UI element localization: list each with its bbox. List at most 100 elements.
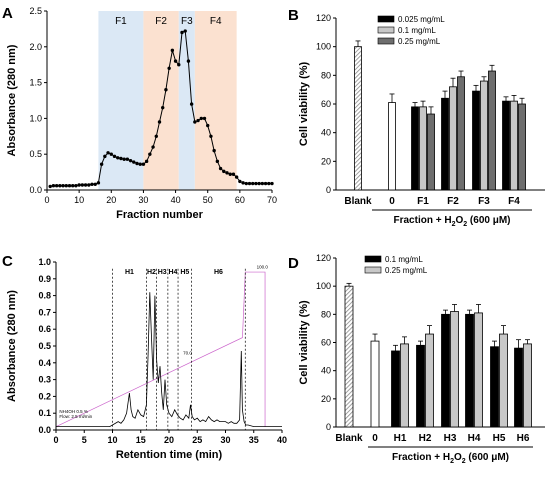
x-category-label: F1	[417, 196, 429, 207]
x-category-label: H5	[493, 433, 506, 444]
bar-f2-dark	[457, 76, 465, 191]
legend-label: 0.1 mg/mL	[398, 26, 436, 35]
y-tick-label: 0	[326, 185, 331, 195]
legend-label: 0.1 mg/mL	[385, 255, 423, 264]
y-tick-label: 1.0	[38, 257, 51, 267]
x-tick-label: 50	[203, 195, 213, 205]
absorbance-data-point	[135, 161, 139, 166]
y-tick-label: 0.0	[29, 185, 42, 195]
absorbance-data-point	[109, 152, 113, 156]
absorbance-data-point	[180, 30, 184, 35]
absorbance-data-point	[71, 184, 75, 188]
absorbance-data-point	[99, 162, 104, 166]
y-tick-label: 80	[321, 70, 331, 80]
gradient-label: 100.0	[257, 265, 269, 270]
absorbance-data-point	[116, 156, 120, 160]
absorbance-data-point	[254, 181, 258, 186]
peak-window-label: H5	[180, 269, 189, 276]
peak-window-label: H6	[214, 269, 223, 276]
absorbance-data-point	[257, 181, 261, 186]
absorbance-data-point	[80, 183, 85, 187]
absorbance-data-point	[209, 134, 213, 138]
bar-f2-light	[449, 86, 457, 191]
absorbance-data-point	[251, 181, 255, 186]
x-tick-label: 30	[220, 435, 230, 445]
absorbance-data-point	[247, 181, 252, 186]
x-axis-title-part: O	[455, 215, 463, 226]
absorbance-data-point	[103, 154, 107, 159]
x-tick-label: 40	[277, 435, 287, 445]
absorbance-data-point	[177, 62, 181, 67]
x-axis-title-part: (600 μM)	[467, 215, 510, 226]
x-tick-label: 5	[82, 435, 87, 445]
y-tick-label: 1.5	[29, 78, 42, 88]
x-category-label: H4	[468, 433, 481, 444]
absorbance-data-point	[96, 181, 101, 185]
x-tick-label: 35	[249, 435, 259, 445]
x-tick-label: 70	[267, 195, 277, 205]
x-category-label: H1	[394, 433, 407, 444]
legend-label: 0.25 mg/mL	[398, 37, 441, 46]
x-tick-label: 0	[53, 435, 58, 445]
peak-window-label: H4	[168, 269, 177, 276]
absorbance-data-point	[144, 159, 149, 164]
absorbance-data-point	[161, 105, 165, 110]
x-axis-title: Fraction + H2O2 (600 μM)	[392, 452, 509, 465]
y-tick-label: 120	[316, 13, 331, 23]
x-axis-title-part: 2	[452, 221, 456, 228]
absorbance-data-point	[193, 120, 197, 124]
y-tick-label: 0.9	[38, 274, 51, 284]
bar-f1-dark	[427, 113, 435, 191]
absorbance-data-point	[106, 151, 110, 155]
y-tick-label: 40	[321, 366, 331, 376]
bar-f4-black	[502, 100, 510, 191]
absorbance-data-point	[173, 59, 178, 63]
absorbance-data-point	[189, 102, 194, 106]
legend-label: 0.25 mg/mL	[385, 266, 428, 275]
y-tick-label: 0	[326, 422, 331, 432]
y-tick-label: 20	[321, 156, 331, 166]
y-tick-label: 0.4	[38, 358, 51, 368]
bar-h3-black	[441, 313, 450, 428]
x-tick-label: 30	[138, 195, 148, 205]
absorbance-data-point	[263, 181, 268, 186]
absorbance-data-point	[170, 48, 175, 53]
x-category-label: F4	[508, 196, 520, 207]
legend-swatch	[377, 26, 395, 34]
absorbance-data-point	[58, 184, 62, 188]
y-tick-label: 2.0	[29, 42, 42, 52]
bar-f4-light	[510, 100, 518, 191]
absorbance-data-point	[61, 184, 65, 188]
absorbance-data-point	[151, 145, 155, 149]
absorbance-data-point	[90, 182, 94, 186]
x-axis-title-part: (600 μM)	[466, 452, 509, 463]
fraction-region-f4	[194, 11, 237, 190]
absorbance-data-point	[132, 160, 136, 164]
y-axis-title: Cell viability (%)	[298, 61, 310, 146]
bar-f3-light	[480, 80, 488, 191]
x-category-label: Blank	[335, 433, 363, 444]
bar-0	[388, 102, 396, 191]
absorbance-data-point	[122, 157, 126, 161]
y-tick-label: 60	[321, 338, 331, 348]
x-tick-label: 25	[192, 435, 202, 445]
method-annotation: Flow: 2.5 ml/min	[59, 414, 92, 419]
absorbance-data-point	[48, 184, 52, 189]
absorbance-data-point	[54, 184, 59, 188]
absorbance-data-point	[167, 66, 171, 70]
x-tick-label: 15	[136, 435, 146, 445]
bar-h1-black	[391, 350, 400, 428]
x-tick-label: 60	[235, 195, 245, 205]
absorbance-data-point	[125, 157, 130, 161]
y-tick-label: 0.2	[38, 391, 51, 401]
x-axis-title: Fraction number	[116, 209, 204, 221]
bar-f3-black	[472, 90, 480, 191]
x-axis-title-part: 2	[462, 458, 466, 465]
absorbance-data-point	[267, 181, 271, 186]
legend-swatch	[377, 37, 395, 45]
y-tick-label: 80	[321, 309, 331, 319]
y-tick-label: 2.5	[29, 6, 42, 16]
y-tick-label: 0.0	[38, 425, 51, 435]
